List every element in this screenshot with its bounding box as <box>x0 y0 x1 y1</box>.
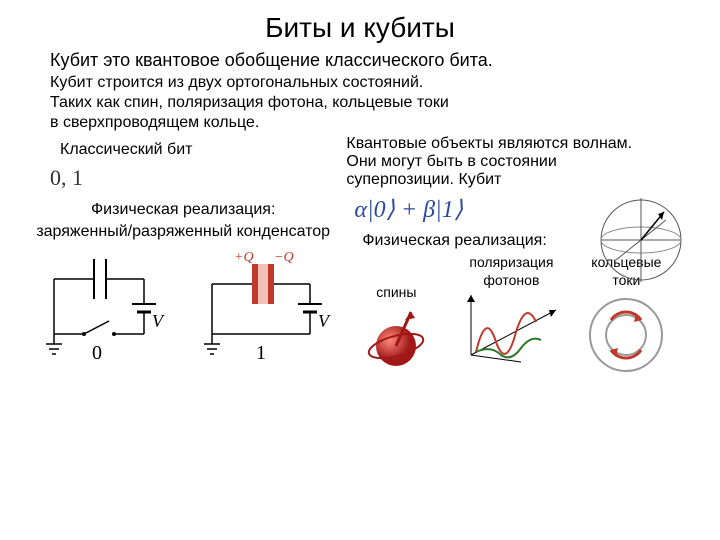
desc-line-2: Таких как спин, поляризация фотона, коль… <box>50 93 700 113</box>
q-plus-label: +Q <box>234 250 254 265</box>
ring-currents-icon <box>581 290 671 380</box>
photons-label-1: поляризация <box>456 254 566 270</box>
classical-phys-2: заряженный/разряженный конденсатор <box>20 223 346 241</box>
quantum-line-3: суперпозиции. Кубит <box>346 171 700 189</box>
bloch-sphere <box>586 190 696 290</box>
q-minus-label: −Q <box>274 250 294 265</box>
quantum-line-1: Квантовые объекты являются волнам. <box>346 135 700 153</box>
desc-line-1: Кубит строится из двух ортогональных сос… <box>50 73 700 93</box>
circuit-charged: +Q −Q <box>182 249 342 369</box>
photons-block: поляризация фотонов <box>456 254 566 368</box>
photons-label-2: фотонов <box>456 272 566 288</box>
circuit-discharged: V 0 <box>24 249 174 369</box>
slide-title: Биты и кубиты <box>20 12 700 44</box>
spins-label: спины <box>346 284 446 300</box>
zero-label: 0 <box>92 342 102 364</box>
classical-phys-1: Физическая реализация: <box>20 201 346 219</box>
quantum-line-2: Они могут быть в состоянии <box>346 153 700 171</box>
voltage-label-1: V <box>318 311 331 331</box>
spins-block: спины <box>346 254 446 385</box>
desc-line-3: в сверхпроводящем кольце. <box>50 113 700 133</box>
voltage-label-0: V <box>152 311 165 331</box>
classical-label: Классический бит <box>60 141 346 159</box>
classical-formula: 0, 1 <box>50 165 346 191</box>
spin-icon <box>357 304 435 382</box>
one-label: 1 <box>256 342 266 364</box>
classical-column: Классический бит 0, 1 Физическая реализа… <box>20 135 346 385</box>
subtitle: Кубит это квантовое обобщение классическ… <box>50 50 700 71</box>
description: Кубит строится из двух ортогональных сос… <box>50 73 700 133</box>
capacitor-circuits: V 0 +Q −Q <box>20 249 346 369</box>
polarization-icon <box>461 290 561 365</box>
